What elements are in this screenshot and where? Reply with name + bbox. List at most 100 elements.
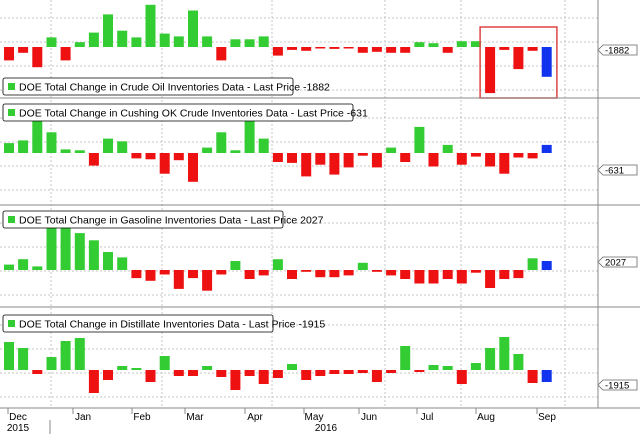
bar xyxy=(230,39,241,47)
bar xyxy=(456,370,467,384)
value-tag-text: -1915 xyxy=(605,381,629,392)
bar xyxy=(258,370,269,384)
value-tag-text: -1882 xyxy=(605,46,629,57)
bar xyxy=(216,370,227,377)
bar xyxy=(400,153,411,162)
bar xyxy=(400,47,411,53)
bar xyxy=(173,270,184,289)
bar xyxy=(103,252,113,270)
bar xyxy=(301,153,312,177)
legend-box xyxy=(2,314,274,333)
value-tag-pointer xyxy=(597,379,638,391)
bar xyxy=(46,224,57,270)
bar xyxy=(60,224,71,270)
bar xyxy=(343,270,354,276)
bar xyxy=(230,261,241,270)
bar xyxy=(485,348,496,370)
bar xyxy=(159,356,170,370)
bar xyxy=(442,144,453,153)
bar xyxy=(145,4,156,48)
x-tick-label: Jul xyxy=(421,412,434,423)
bar xyxy=(216,270,227,275)
bar xyxy=(329,47,340,49)
bar xyxy=(442,270,453,279)
bar xyxy=(18,348,29,370)
bar xyxy=(32,47,43,68)
bar xyxy=(4,264,14,270)
legend-label: DOE Total Change in Crude Oil Inventorie… xyxy=(19,82,330,94)
value-tag-text: 2027 xyxy=(605,258,626,269)
bar xyxy=(287,153,297,163)
legend-label: DOE Total Change in Distillate Inventori… xyxy=(19,319,325,331)
bar xyxy=(329,153,340,175)
bar xyxy=(315,153,326,165)
bar xyxy=(343,47,354,49)
bar xyxy=(329,370,340,374)
bar xyxy=(103,14,113,47)
bar xyxy=(202,147,213,153)
x-tick-label: Dec xyxy=(9,412,27,423)
bar xyxy=(371,370,382,382)
bar xyxy=(103,138,113,153)
bar xyxy=(329,270,340,278)
bar xyxy=(18,47,29,53)
bar xyxy=(46,357,57,370)
legend-box xyxy=(2,77,294,96)
bar xyxy=(499,153,510,174)
bar xyxy=(513,270,524,279)
bar xyxy=(386,47,397,53)
bar xyxy=(301,47,312,51)
bar xyxy=(88,153,99,166)
legend-swatch xyxy=(8,216,15,223)
bar xyxy=(60,341,71,370)
value-tag-text: -631 xyxy=(605,166,624,177)
bar xyxy=(485,47,496,94)
bar xyxy=(357,262,368,270)
bar xyxy=(527,47,538,51)
bar xyxy=(117,366,128,370)
legend-box xyxy=(2,103,354,122)
bar xyxy=(4,342,14,370)
x-tick-label: Sep xyxy=(538,412,556,423)
bar xyxy=(527,258,538,270)
bar xyxy=(371,153,382,168)
bar xyxy=(173,370,184,376)
value-tag-pointer xyxy=(597,256,638,268)
bar xyxy=(357,47,368,53)
x-tick-label: Jan xyxy=(75,412,91,423)
bar xyxy=(244,118,255,153)
bar xyxy=(216,132,227,153)
bar xyxy=(301,270,312,272)
bar xyxy=(287,364,297,370)
bar xyxy=(315,47,326,49)
bar xyxy=(287,270,297,279)
bar xyxy=(541,261,552,270)
bar xyxy=(442,47,453,53)
bar xyxy=(32,370,43,374)
x-year-label: 2015 xyxy=(7,423,30,434)
bar xyxy=(46,37,57,47)
value-tag-pointer xyxy=(597,164,638,176)
bar xyxy=(216,47,227,61)
bar xyxy=(88,32,99,47)
bar xyxy=(103,370,113,380)
bar xyxy=(117,30,128,47)
bar xyxy=(499,337,510,370)
bar xyxy=(527,370,538,383)
bar xyxy=(428,270,439,284)
bar xyxy=(244,270,255,279)
bar xyxy=(301,370,312,380)
bar xyxy=(371,47,382,52)
bar xyxy=(32,117,43,153)
bar xyxy=(244,370,255,376)
bar xyxy=(499,270,510,279)
bar xyxy=(315,270,326,278)
bar xyxy=(60,149,71,153)
bar xyxy=(272,259,283,270)
bar xyxy=(541,47,552,77)
legend-box xyxy=(2,210,284,229)
bar xyxy=(202,270,213,291)
bar xyxy=(244,39,255,47)
